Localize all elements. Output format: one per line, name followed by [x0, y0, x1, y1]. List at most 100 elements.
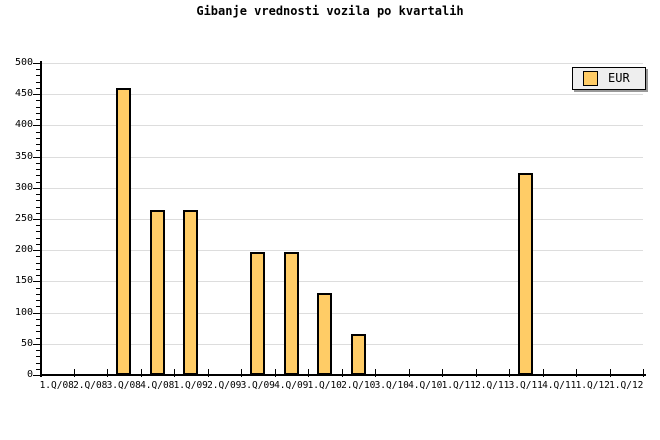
y-axis-minor-tick	[36, 69, 40, 71]
y-axis-minor-tick	[36, 119, 40, 121]
y-axis-minor-tick	[36, 262, 40, 264]
gridline	[41, 281, 643, 283]
x-axis-tick	[609, 369, 611, 377]
x-axis-tick-label: 2.Q/09	[207, 380, 242, 391]
x-axis-tick-label: 1.Q/10	[307, 380, 342, 391]
y-axis-minor-tick	[36, 100, 40, 102]
y-axis-tick	[33, 219, 40, 220]
x-axis-tick	[475, 369, 477, 377]
y-axis-minor-tick	[36, 362, 40, 364]
bar	[116, 87, 132, 375]
y-axis-minor-tick	[36, 112, 40, 114]
x-axis-tick	[442, 369, 443, 377]
y-axis-minor-tick	[36, 206, 40, 208]
y-axis-minor-tick	[36, 318, 40, 320]
y-axis-minor-tick	[36, 106, 40, 108]
y-axis-minor-tick	[36, 137, 40, 139]
bar	[283, 252, 299, 375]
x-axis-tick	[73, 369, 75, 377]
x-axis-tick	[174, 369, 175, 377]
bar	[317, 292, 333, 375]
y-axis-tick	[33, 187, 40, 189]
y-axis-minor-tick	[36, 268, 40, 270]
x-axis-tick-label: 3.Q/09	[240, 380, 275, 391]
y-axis-minor-tick	[36, 350, 40, 352]
y-axis-minor-tick	[36, 131, 40, 133]
x-axis-tick-label: 1.Q/11	[441, 380, 476, 391]
y-axis-minor-tick	[36, 169, 40, 171]
x-axis-tick	[576, 369, 577, 377]
y-axis-tick-label: 150	[14, 275, 33, 287]
x-axis-tick-label: 1.Q/08	[39, 380, 74, 391]
y-axis-minor-tick	[36, 200, 40, 202]
x-axis-tick	[207, 369, 209, 377]
x-axis-tick-label: 3.Q/08	[106, 380, 141, 391]
x-axis-tick	[643, 369, 644, 377]
y-axis-minor-tick	[36, 306, 40, 308]
gridline	[41, 343, 643, 345]
gridline	[41, 156, 643, 158]
y-axis-tick-label: 350	[14, 150, 33, 162]
y-axis-minor-tick	[36, 368, 40, 370]
y-axis-minor-tick	[36, 275, 40, 277]
y-axis-tick	[33, 281, 40, 283]
x-axis-tick-label: 1.Q/09	[173, 380, 208, 391]
y-axis-minor-tick	[36, 300, 40, 302]
x-axis-tick-label: 2.Q/08	[73, 380, 108, 391]
gridline	[41, 312, 643, 314]
chart-title: Gibanje vrednosti vozila po kvartalih	[196, 4, 464, 18]
y-axis-tick	[33, 94, 40, 96]
y-axis-minor-tick	[36, 337, 40, 339]
y-axis-tick-label: 250	[14, 213, 33, 224]
x-axis-tick-label: 1.Q/12	[575, 380, 610, 391]
y-axis-tick	[33, 156, 40, 158]
legend: EUR	[572, 67, 646, 90]
y-axis-line	[40, 61, 42, 377]
y-axis-tick-label: 450	[14, 88, 33, 100]
x-axis-tick-label: 4.Q/11	[542, 380, 577, 391]
y-axis-minor-tick	[36, 237, 40, 239]
bar	[183, 209, 199, 375]
y-axis-minor-tick	[36, 331, 40, 333]
x-axis-tick	[241, 369, 242, 377]
x-axis-tick-label: 1.Q/12	[609, 380, 644, 391]
x-axis-tick	[375, 369, 376, 377]
x-axis-tick-label: 3.Q/11	[508, 380, 543, 391]
y-axis-minor-tick	[36, 194, 40, 196]
x-axis-tick-label: 3.Q/10	[374, 380, 409, 391]
y-axis-minor-tick	[36, 256, 40, 258]
y-axis-minor-tick	[36, 75, 40, 77]
bar	[518, 173, 534, 375]
x-axis-tick	[408, 369, 410, 377]
x-axis-tick-label: 2.Q/10	[341, 380, 376, 391]
y-axis-minor-tick	[36, 162, 40, 164]
y-axis-minor-tick	[36, 212, 40, 214]
y-axis-tick-label: 50	[20, 337, 33, 349]
y-axis-minor-tick	[36, 175, 40, 177]
y-axis-tick	[33, 63, 40, 64]
x-axis-tick-label: 2.Q/11	[475, 380, 510, 391]
x-axis-tick-label: 4.Q/10	[408, 380, 443, 391]
x-axis-tick	[542, 369, 544, 377]
y-axis-minor-tick	[36, 293, 40, 295]
y-axis-minor-tick	[36, 144, 40, 146]
gridline	[41, 125, 643, 127]
y-axis-tick-label: 300	[14, 181, 33, 193]
y-axis-minor-tick	[36, 325, 40, 327]
x-axis-tick-label: 4.Q/09	[274, 380, 309, 391]
y-axis-minor-tick	[36, 150, 40, 152]
y-axis-minor-tick	[36, 225, 40, 227]
y-axis-tick-label: 0	[26, 369, 33, 380]
x-axis-tick	[107, 369, 108, 377]
y-axis-minor-tick	[36, 287, 40, 289]
gridline	[41, 63, 643, 64]
y-axis-tick	[33, 250, 40, 252]
gridline	[41, 219, 643, 220]
y-axis-tick	[33, 312, 40, 314]
y-axis-tick	[33, 343, 40, 345]
y-axis-tick-label: 200	[14, 244, 33, 256]
y-axis-minor-tick	[36, 87, 40, 89]
x-axis-tick-label: 4.Q/08	[140, 380, 175, 391]
y-axis-minor-tick	[36, 243, 40, 245]
